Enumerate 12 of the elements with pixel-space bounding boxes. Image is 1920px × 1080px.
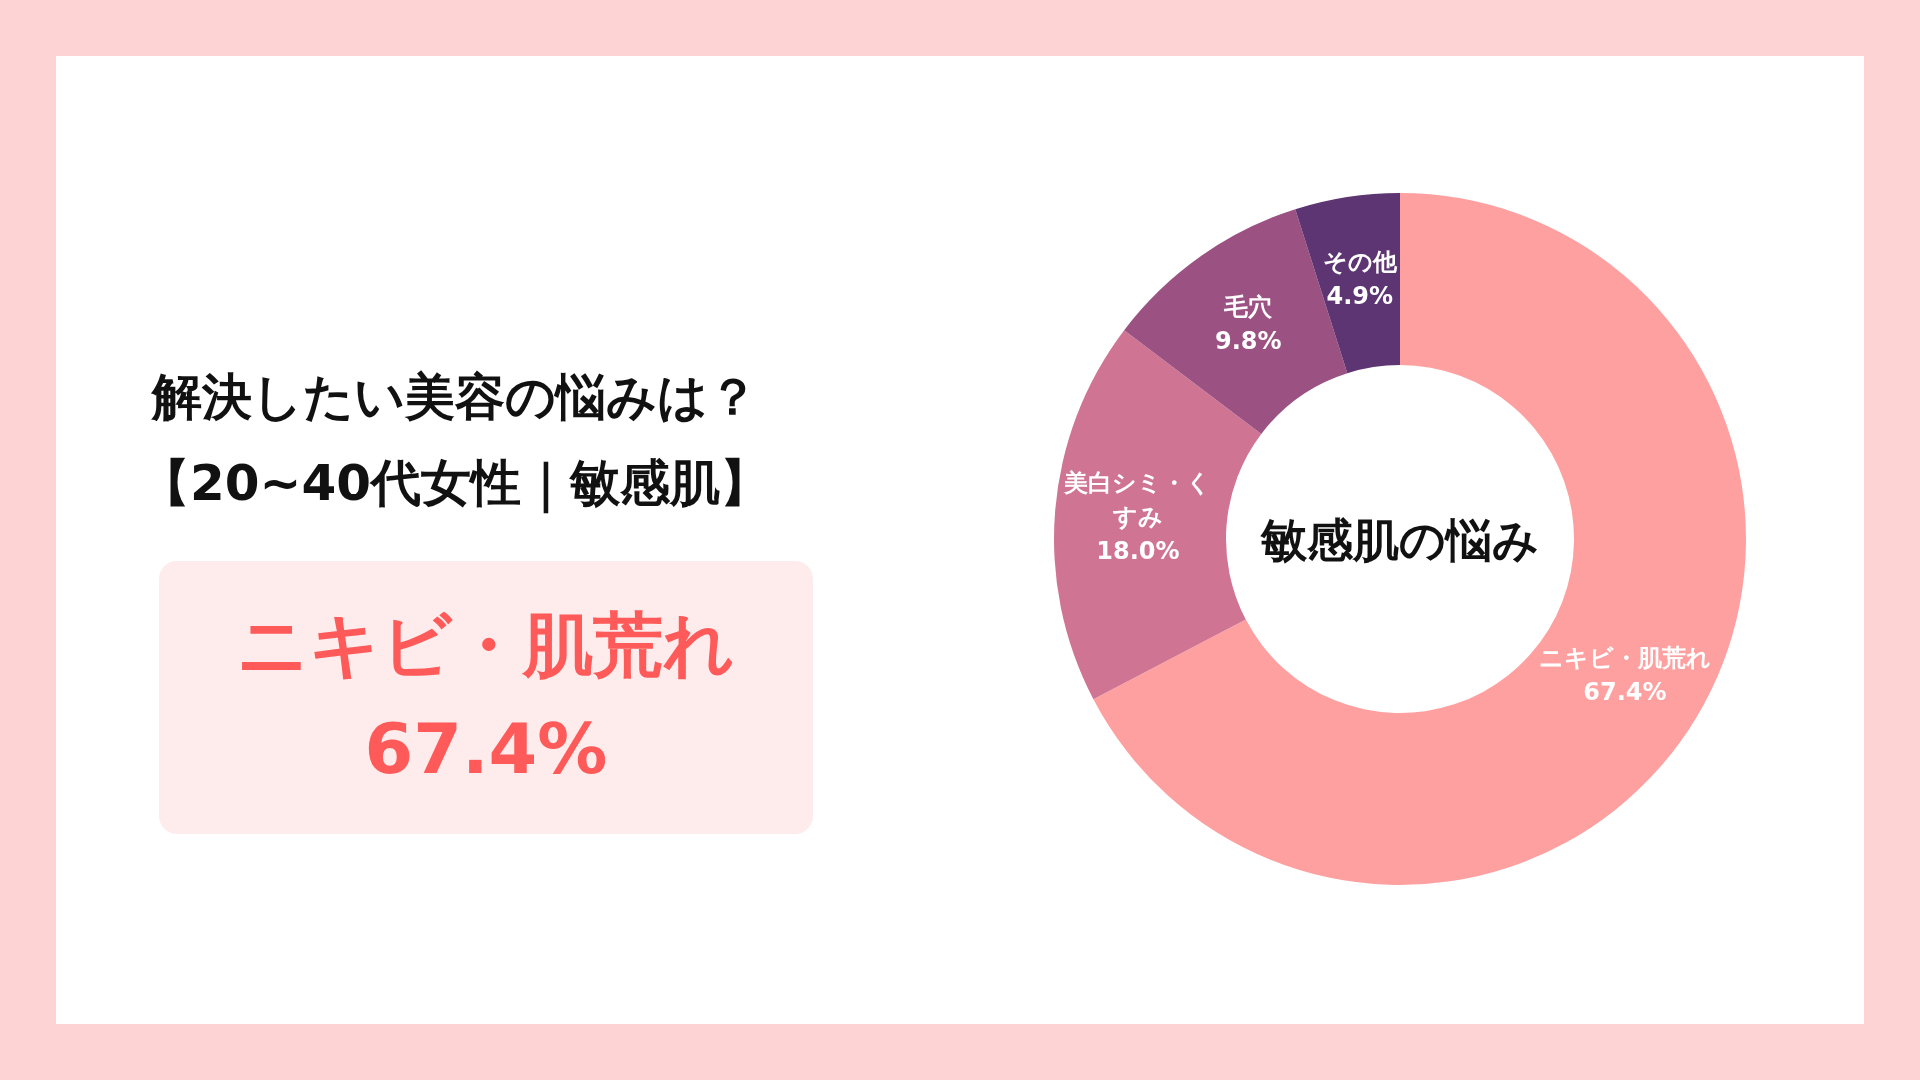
data-label: 67.4% — [1583, 678, 1667, 707]
data-label: 18.0% — [1096, 537, 1180, 566]
data-label: 4.9% — [1326, 282, 1393, 311]
slice-label: 美白シミ・くすみ — [1063, 469, 1212, 532]
text: ニキビ・肌荒れ 67.4% — [237, 604, 735, 790]
text: 解決したい美容の悩みは？ — [150, 368, 758, 426]
text: 【20~40代女性｜敏感肌】 — [140, 454, 771, 514]
slice-label: その他 — [1322, 248, 1398, 277]
data-label: 9.8% — [1214, 327, 1282, 356]
slice-label: ニキビ・肌荒れ — [1538, 644, 1711, 673]
slice-label: 毛穴 — [1223, 293, 1274, 322]
text: 敏感肌の悩み — [1260, 513, 1539, 567]
